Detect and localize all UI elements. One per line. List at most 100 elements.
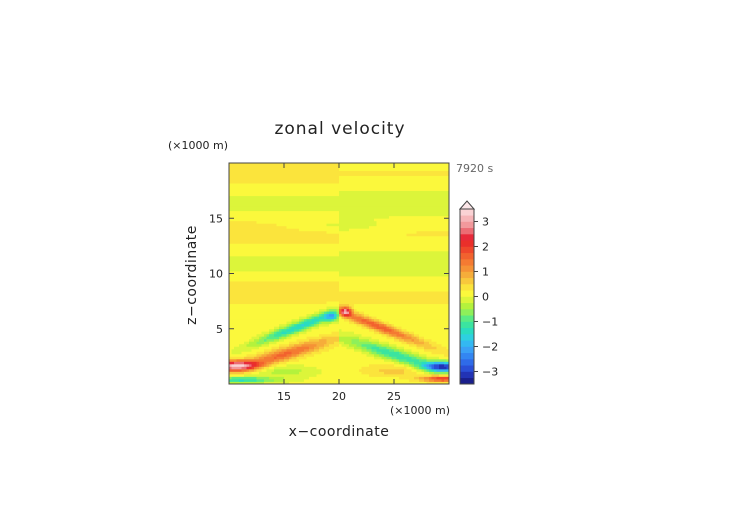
contour-cell — [341, 366, 345, 370]
contour-cell — [229, 301, 232, 305]
contour-cell — [259, 245, 262, 249]
contour-cell — [271, 328, 275, 332]
contour-cell — [369, 213, 372, 217]
contour-cell — [314, 200, 317, 204]
contour-cell — [249, 270, 252, 274]
contour-cell — [354, 343, 357, 347]
contour-cell — [346, 193, 350, 197]
contour-cell — [284, 326, 287, 330]
contour-cell — [236, 243, 240, 247]
contour-cell — [301, 265, 305, 269]
contour-cell — [269, 281, 272, 284]
contour-cell — [296, 286, 300, 289]
contour-cell — [259, 353, 262, 357]
contour-cell — [294, 298, 297, 302]
contour-cell — [301, 245, 305, 249]
contour-cell — [354, 248, 357, 252]
contour-cell — [299, 238, 302, 242]
contour-cell — [294, 265, 297, 269]
contour-cell — [259, 316, 262, 320]
contour-cell — [336, 356, 340, 360]
contour-cell — [231, 371, 235, 375]
contour-cell — [296, 361, 300, 365]
contour-cell — [331, 168, 335, 171]
contour-cell — [256, 190, 260, 194]
contour-cell — [281, 205, 285, 209]
contour-cell — [311, 185, 315, 189]
contour-cell — [276, 348, 280, 352]
contour-cell — [234, 200, 237, 204]
contour-cell — [256, 228, 260, 232]
contour-cell — [239, 248, 242, 252]
contour-cell — [279, 200, 282, 204]
contour-cell — [231, 368, 235, 372]
contour-cell — [234, 270, 237, 274]
contour-cell — [239, 228, 242, 232]
contour-cell — [254, 343, 257, 347]
contour-cell — [299, 203, 302, 207]
contour-cell — [291, 200, 295, 204]
contour-cell — [246, 336, 250, 340]
contour-cell — [324, 268, 327, 272]
contour-cell — [256, 298, 260, 302]
contour-cell — [361, 321, 365, 325]
contour-cell — [259, 205, 262, 209]
contour-cell — [319, 198, 322, 202]
contour-cell — [259, 373, 262, 377]
contour-cell — [334, 341, 337, 345]
contour-cell — [291, 348, 295, 352]
contour-cell — [259, 343, 262, 347]
contour-cell — [291, 283, 295, 287]
contour-cell — [234, 316, 237, 320]
contour-cell — [271, 258, 275, 262]
contour-cell — [321, 296, 325, 300]
contour-cell — [361, 205, 365, 209]
contour-cell — [314, 331, 317, 335]
contour-cell — [309, 233, 312, 237]
contour-cell — [254, 245, 257, 249]
contour-cell — [286, 193, 290, 197]
contour-cell — [271, 200, 275, 204]
contour-cell — [346, 318, 350, 322]
contour-cell — [281, 278, 285, 282]
contour-cell — [281, 366, 285, 370]
contour-cell — [299, 303, 302, 307]
contour-cell — [254, 218, 257, 222]
contour-cell — [239, 278, 242, 282]
contour-cell — [366, 351, 370, 355]
contour-cell — [239, 168, 242, 171]
contour-cell — [229, 346, 232, 350]
contour-cell — [356, 313, 360, 317]
contour-cell — [301, 195, 305, 199]
contour-cell — [344, 213, 347, 217]
contour-cell — [264, 180, 267, 184]
contour-cell — [269, 163, 272, 166]
contour-cell — [286, 263, 290, 267]
contour-cell — [316, 333, 320, 337]
contour-cell — [286, 328, 290, 332]
contour-cell — [349, 291, 352, 294]
contour-cell — [231, 346, 235, 350]
contour-cell — [279, 198, 282, 202]
contour-cell — [246, 263, 250, 267]
contour-cell — [324, 308, 327, 312]
contour-cell — [306, 260, 310, 264]
contour-cell — [256, 356, 260, 360]
contour-cell — [366, 243, 370, 247]
contour-cell — [251, 208, 255, 212]
contour-cell — [241, 356, 245, 360]
contour-cell — [369, 348, 372, 352]
contour-cell — [284, 321, 287, 325]
contour-cell — [244, 228, 247, 232]
contour-cell — [261, 338, 265, 342]
contour-cell — [279, 223, 282, 227]
contour-cell — [319, 200, 322, 204]
contour-cell — [349, 233, 352, 237]
contour-cell — [349, 245, 352, 249]
contour-cell — [311, 366, 315, 370]
contour-cell — [254, 180, 257, 184]
contour-cell — [239, 376, 242, 380]
contour-cell — [259, 363, 262, 367]
contour-cell — [311, 331, 315, 335]
contour-cell — [314, 356, 317, 360]
